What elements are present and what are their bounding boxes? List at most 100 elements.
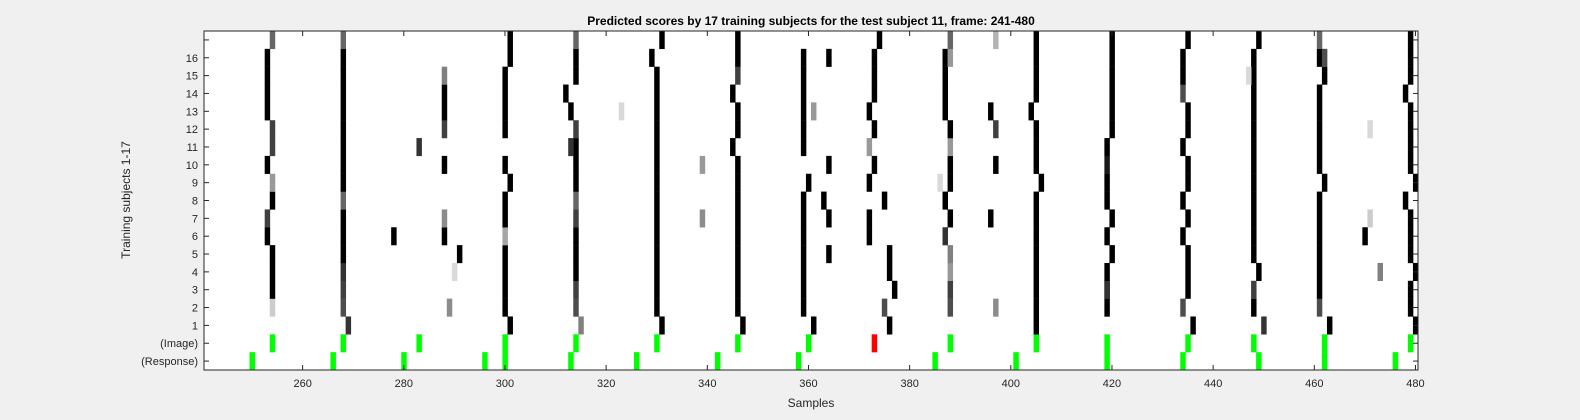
heatmap-cell xyxy=(573,262,579,281)
heatmap-cell xyxy=(502,352,508,371)
x-tick-label: 460 xyxy=(1305,378,1323,390)
heatmap-cell xyxy=(340,191,347,210)
heatmap-cell xyxy=(1109,48,1115,67)
heatmap-cell xyxy=(800,84,807,103)
heatmap-cell xyxy=(942,191,948,210)
heatmap-cell xyxy=(800,191,807,210)
heatmap-cell xyxy=(269,334,276,353)
heatmap-cell xyxy=(735,298,741,317)
heatmap-cell xyxy=(1407,66,1414,85)
heatmap-cell xyxy=(269,191,276,210)
heatmap-cell xyxy=(1256,352,1262,371)
heatmap-cell xyxy=(866,138,873,157)
heatmap-cell xyxy=(659,31,665,50)
heatmap-cell xyxy=(735,31,741,50)
x-tick-label: 360 xyxy=(799,378,817,390)
heatmap-cell xyxy=(1033,262,1040,281)
heatmap-cell xyxy=(1109,245,1115,264)
heatmap-cell xyxy=(264,102,271,121)
heatmap-cell xyxy=(568,138,574,157)
heatmap-cell xyxy=(1104,352,1110,371)
x-axis: 260 280 300 320 340 360 380 400 420 440 460 480 xyxy=(293,31,1425,390)
x-tick-label: 280 xyxy=(395,378,413,390)
heatmap-cell xyxy=(1033,31,1040,50)
heatmap-cell xyxy=(811,102,817,121)
heatmap-cell xyxy=(416,138,422,157)
heatmap-cell xyxy=(881,191,888,210)
heatmap-cell xyxy=(1316,138,1323,157)
y-tick-label: 15 xyxy=(186,71,198,83)
heatmap-cell xyxy=(618,102,625,121)
heatmap-cell xyxy=(932,352,938,371)
heatmap-cell xyxy=(947,245,954,264)
heatmap-cell xyxy=(502,262,508,281)
heatmap-cell xyxy=(1251,280,1257,299)
heatmap-cell xyxy=(482,352,488,371)
heatmap-cell xyxy=(340,155,347,174)
heatmap-cell xyxy=(795,352,802,371)
heatmap-cell xyxy=(340,298,347,317)
heatmap-cell xyxy=(340,120,347,139)
heatmap-cell xyxy=(1251,120,1257,139)
heatmap-cell xyxy=(699,209,706,228)
heatmap-cell xyxy=(654,262,660,281)
heatmap-cell xyxy=(886,262,893,281)
heatmap-cell xyxy=(1104,298,1110,317)
heatmap-cell xyxy=(1407,102,1414,121)
heatmap-cell xyxy=(340,280,347,299)
heatmap-cell xyxy=(735,227,741,246)
heatmap-cell xyxy=(1185,245,1191,264)
y-tick-label: 12 xyxy=(186,124,198,136)
heatmap-cell xyxy=(1180,298,1186,317)
x-tick-label: 300 xyxy=(496,378,514,390)
heatmap-cell xyxy=(249,352,255,371)
y-tick-label: 6 xyxy=(192,231,198,243)
heatmap-cell xyxy=(947,48,954,67)
heatmap-cell xyxy=(654,191,660,210)
y-axis-label: Training subjects 1-17 xyxy=(119,141,133,259)
heatmap-cell xyxy=(1033,334,1040,353)
heatmap-cell xyxy=(1251,334,1257,353)
heatmap-cell xyxy=(340,227,347,246)
heatmap-cell xyxy=(947,138,954,157)
y-tick-label: 14 xyxy=(186,88,198,100)
heatmap-cell xyxy=(735,48,741,67)
heatmap-cell xyxy=(1033,155,1040,174)
heatmap-cell xyxy=(735,280,741,299)
heatmap-cell xyxy=(735,66,741,85)
heatmap-cell xyxy=(1185,31,1191,50)
heatmap-cell xyxy=(1104,334,1110,353)
heatmap-cell xyxy=(573,31,579,50)
heatmap-cell xyxy=(1326,316,1333,335)
heatmap-cell xyxy=(1251,138,1257,157)
heatmap-cell xyxy=(502,298,508,317)
heatmap-cell xyxy=(826,48,832,67)
plot-background xyxy=(204,31,1418,370)
heatmap-cell xyxy=(264,155,271,174)
heatmap-cell xyxy=(1321,48,1328,67)
heatmap-cell xyxy=(1367,209,1373,228)
heatmap-cell xyxy=(1109,31,1115,50)
heatmap-cell xyxy=(947,31,954,50)
heatmap-cell xyxy=(947,298,954,317)
heatmap-cell xyxy=(573,245,579,264)
heatmap-cell xyxy=(1033,298,1040,317)
heatmap-cell xyxy=(1316,191,1323,210)
heatmap-cell xyxy=(502,84,508,103)
heatmap-cell xyxy=(659,316,665,335)
heatmap-cell xyxy=(1104,173,1110,192)
y-tick-label: 9 xyxy=(192,178,198,190)
heatmap-cell xyxy=(1185,334,1191,353)
heatmap-cell xyxy=(1251,209,1257,228)
heatmap-cell xyxy=(826,209,832,228)
heatmap-cell xyxy=(573,138,579,157)
heatmap-cell xyxy=(800,66,807,85)
y-tick-label: 13 xyxy=(186,106,198,118)
y-tick-label: 5 xyxy=(192,249,198,261)
heatmap-cell xyxy=(947,155,954,174)
heatmap-cell xyxy=(1104,280,1110,299)
heatmap-cell xyxy=(1180,227,1186,246)
heatmap-cell xyxy=(800,102,807,121)
